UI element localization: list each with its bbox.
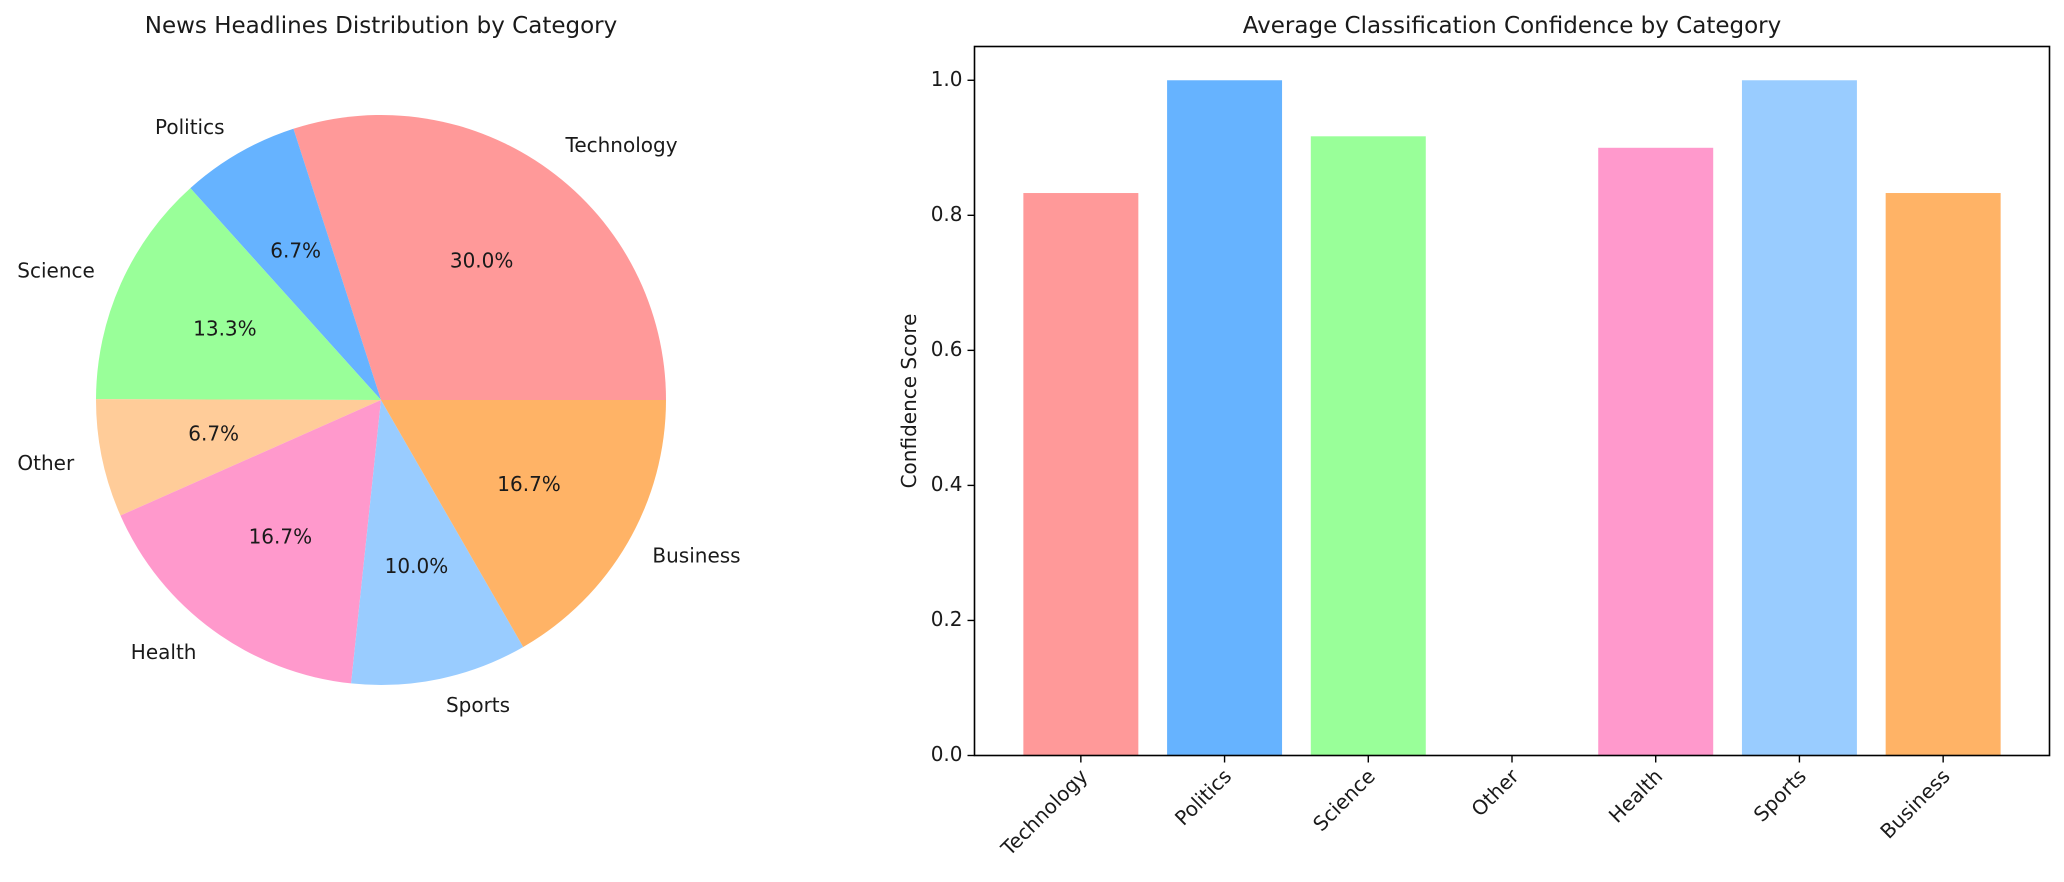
pie-percent-other: 6.7% [188, 422, 239, 446]
pie-slice-business [381, 400, 666, 647]
bar-sports [1741, 80, 1857, 756]
bar-politics [1167, 80, 1283, 756]
pie-slice-labels: Technology Politics Science Other Health Spor… [17, 115, 740, 717]
pie-label-health: Health [131, 640, 197, 664]
pie-label-politics: Politics [155, 115, 225, 139]
bar-science [1310, 136, 1426, 756]
x-tick-label-other: Other [1466, 764, 1524, 822]
pie-label-other: Other [17, 451, 75, 475]
pie-percent-labels: 30.0% 6.7% 13.3% 6.7% 16.7% 10.0% 16.7% [188, 238, 561, 577]
y-axis-ticks: 0.0 0.2 0.4 0.6 0.8 1.0 [931, 67, 975, 766]
x-tick-label-business: Business [1875, 764, 1954, 843]
x-tick-label-sports: Sports [1749, 764, 1811, 826]
bar-technology [1023, 193, 1139, 756]
pie-label-business: Business [652, 543, 740, 567]
pie-percent-technology: 30.0% [450, 248, 514, 272]
pie-chart-title: News Headlines Distribution by Category [145, 13, 617, 39]
x-tick-label-health: Health [1604, 764, 1667, 827]
bar-chart: Average Classification Confidence by Cat… [897, 13, 2051, 861]
pie-percent-health: 16.7% [249, 525, 313, 549]
pie-percent-science: 13.3% [193, 317, 257, 341]
y-tick-label: 0.0 [931, 742, 963, 766]
x-axis-ticks: Technology Politics Science Other Health Spor… [995, 755, 1955, 861]
y-tick-label: 0.4 [931, 472, 963, 496]
pie-label-technology: Technology [565, 133, 678, 157]
x-tick-label-science: Science [1308, 764, 1380, 836]
pie-chart: News Headlines Distribution by Category … [17, 13, 740, 717]
bar-business [1885, 193, 2001, 756]
y-axis-label: Confidence Score [897, 314, 921, 489]
y-tick-label: 0.8 [931, 202, 963, 226]
pie-slice-other [96, 399, 382, 516]
pie-slice-health [120, 400, 382, 684]
pie-slice-science [96, 188, 381, 400]
y-tick-label: 1.0 [931, 67, 963, 91]
pie-percent-business: 16.7% [497, 472, 561, 496]
bar-chart-title: Average Classification Confidence by Cat… [1243, 13, 1781, 39]
pie-slices [96, 115, 666, 685]
x-tick-label-politics: Politics [1170, 764, 1236, 830]
y-tick-label: 0.2 [931, 607, 963, 631]
pie-label-science: Science [17, 259, 95, 283]
pie-label-sports: Sports [446, 693, 510, 717]
pie-percent-sports: 10.0% [385, 554, 449, 578]
pie-slice-politics [190, 128, 381, 400]
bar-health [1598, 147, 1714, 756]
bar-series [1023, 80, 2001, 756]
plot-frame [973, 45, 2051, 757]
x-tick-label-technology: Technology [995, 764, 1092, 861]
pie-slice-sports [351, 400, 524, 685]
pie-slice-technology [293, 115, 666, 401]
y-tick-label: 0.6 [931, 337, 963, 361]
pie-percent-politics: 6.7% [270, 238, 321, 262]
